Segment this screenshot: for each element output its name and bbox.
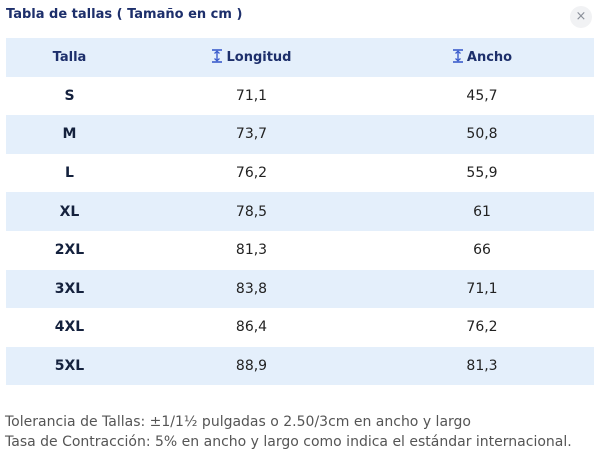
tolerance-note: Tolerancia de Tallas: ±1/1½ pulgadas o 2… [5,414,471,430]
size-cell: L [65,165,74,182]
size-cell: S [64,87,75,104]
width-cell: 71,1 [466,280,498,297]
width-cell: 55,9 [466,165,498,182]
width-cell: 45,7 [466,87,498,104]
width-cell: 66 [473,242,491,259]
table-row: L 76,2 55,9 [6,153,594,193]
width-cell: 81,3 [466,358,498,375]
size-notes: Tolerancia de Tallas: ±1/1½ pulgadas o 2… [5,412,572,452]
length-cell: 71,1 [235,87,268,104]
length-cell: 83,8 [235,280,268,297]
size-cell: 4XL [54,319,85,336]
size-cell: 3XL [54,280,85,297]
table-row: XL 78,5 61 [6,192,594,231]
table-header-row: Talla Longitud [6,38,594,77]
header-width-label: Ancho [466,50,513,66]
table-row: S 71,1 45,7 [6,76,594,116]
table-row: 5XL 88,9 81,3 [6,346,594,386]
table-row: 4XL 86,4 76,2 [6,308,594,347]
size-cell: XL [59,203,80,220]
dialog-title: Tabla de tallas ( Tamaño en cm ) [6,7,243,22]
length-cell: 86,4 [235,319,268,336]
header-width: Ancho [370,38,594,77]
close-button[interactable]: × [570,6,592,28]
length-cell: 81,3 [235,242,268,259]
length-cell: 78,5 [235,203,268,220]
vertical-measure-icon [212,49,223,64]
length-cell: 73,7 [235,126,268,143]
table-row: M 73,7 50,8 [6,115,594,154]
size-cell: 5XL [54,358,85,375]
close-icon[interactable]: × [575,9,587,24]
vertical-measure-icon [452,49,463,64]
header-length-label: Longitud [226,50,292,66]
table-row: 2XL 81,3 66 [6,230,594,270]
length-cell: 88,9 [235,358,268,375]
header-length: Longitud [133,38,370,77]
size-table: Talla Longitud [6,38,594,386]
size-cell: M [62,126,77,143]
header-size-label: Talla [52,49,87,65]
size-cell: 2XL [54,242,85,259]
shrinkage-note: Tasa de Contracción: 5% en ancho y largo… [5,434,572,450]
width-cell: 50,8 [466,126,498,143]
table-row: 3XL 83,8 71,1 [6,269,594,309]
width-cell: 76,2 [466,319,498,336]
length-cell: 76,2 [235,165,268,182]
width-cell: 61 [473,203,491,220]
header-size: Talla [6,38,133,77]
